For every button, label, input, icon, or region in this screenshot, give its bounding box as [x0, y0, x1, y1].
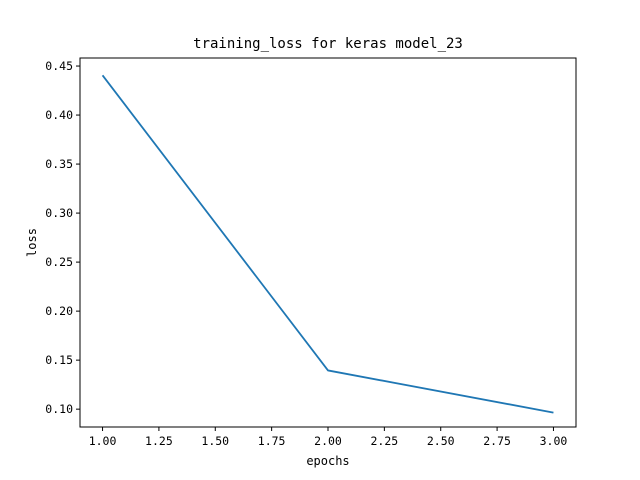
series-line [101, 74, 554, 414]
y-tick-label: 0.20 [45, 304, 73, 318]
x-tick-label: 3.00 [540, 434, 568, 448]
x-tick-label: 1.00 [89, 434, 117, 448]
x-tick-label: 1.75 [258, 434, 286, 448]
x-tick-label: 2.50 [427, 434, 455, 448]
y-tick-label: 0.15 [45, 353, 73, 367]
x-tick-label: 2.00 [314, 434, 342, 448]
axes-frame [79, 57, 577, 428]
x-tick-label: 2.75 [483, 434, 511, 448]
x-tick-label: 1.25 [145, 434, 173, 448]
x-tick-label: 1.50 [201, 434, 229, 448]
y-tick-label: 0.40 [45, 108, 73, 122]
chart-title: training_loss for keras model_23 [193, 36, 463, 52]
y-tick-label: 0.10 [45, 402, 73, 416]
plot-area [80, 58, 576, 427]
y-tick-label: 0.25 [45, 255, 73, 269]
x-axis-label: epochs [306, 454, 349, 468]
y-axis-label: loss [25, 228, 39, 257]
x-tick-label: 2.25 [371, 434, 399, 448]
y-tick-label: 0.45 [45, 59, 73, 73]
y-tick-label: 0.35 [45, 157, 73, 171]
y-tick-label: 0.30 [45, 206, 73, 220]
